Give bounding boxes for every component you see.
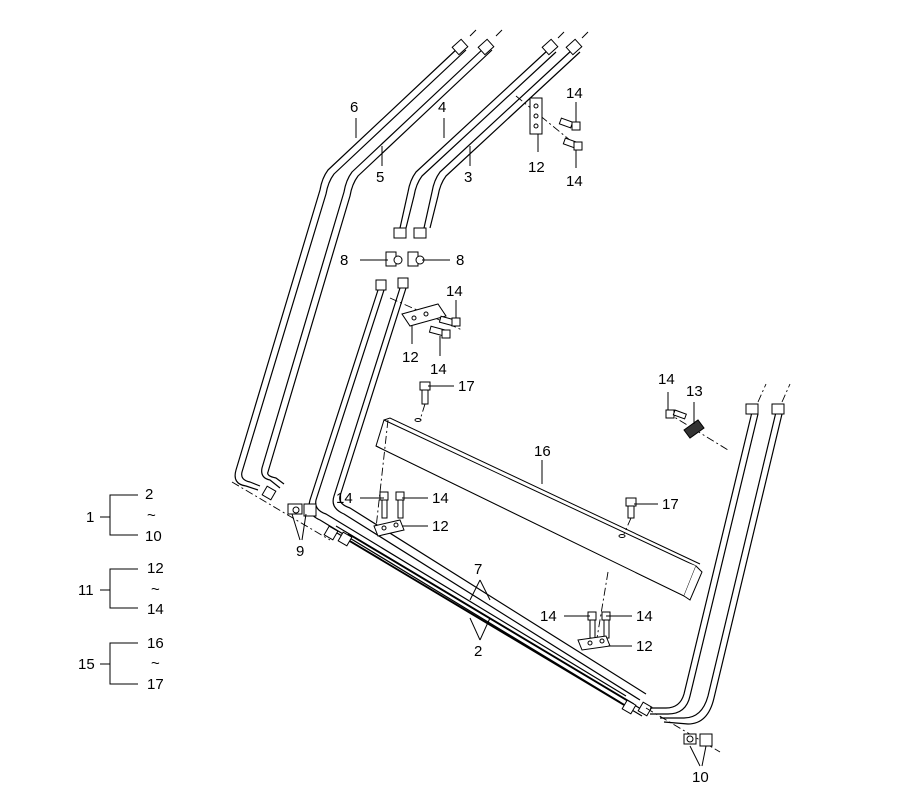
fittings-9: [231, 481, 331, 541]
callout-14-d: 14: [430, 361, 447, 378]
legend-tilde: ~: [151, 655, 160, 672]
callout-labels: 6 4 5 3 14 12 14 8 8 14 12 14 17 14 13 1…: [296, 85, 709, 786]
callout-12-d: 12: [636, 638, 653, 655]
clamp-13: [665, 409, 729, 451]
callout-13: 13: [686, 383, 703, 400]
callout-5: 5: [376, 169, 384, 186]
callout-14-e: 14: [658, 371, 675, 388]
clamp-12-lower-right: [577, 571, 611, 651]
callout-12-c: 12: [432, 518, 449, 535]
tube-pair-5-6: [234, 29, 503, 491]
channel-16: [375, 417, 703, 601]
legend-to: 14: [147, 601, 164, 618]
assembly-legend: 1 2 ~ 10 11 12 ~ 14 15 16 ~ 17: [78, 486, 164, 693]
callout-2: 2: [474, 643, 482, 660]
legend-from: 2: [145, 486, 153, 503]
legend-tilde: ~: [147, 507, 156, 524]
tube-pair-right: [650, 383, 791, 725]
legend-group-15: 15 16 ~ 17: [78, 635, 164, 693]
legend-to: 10: [145, 528, 162, 545]
callout-8-a: 8: [340, 252, 348, 269]
callout-14-f: 14: [336, 490, 353, 507]
legend-tilde: ~: [151, 581, 160, 598]
fittings-10: [645, 707, 721, 753]
legend-group-11: 11 12 ~ 14: [78, 560, 164, 618]
legend-parent: 15: [78, 656, 95, 673]
legend-from: 16: [147, 635, 164, 652]
legend-from: 12: [147, 560, 164, 577]
callout-14-a: 14: [566, 85, 583, 102]
clamp-12-top: [515, 95, 583, 151]
callout-6: 6: [350, 99, 358, 116]
callout-12-a: 12: [528, 159, 545, 176]
tube-pair-3-4: [393, 31, 589, 239]
callout-12-b: 12: [402, 349, 419, 366]
callout-3: 3: [464, 169, 472, 186]
tube-pair-lower: [308, 277, 647, 703]
bolt-17-right: [623, 497, 637, 535]
legend-parent: 1: [86, 509, 94, 526]
callout-9: 9: [296, 543, 304, 560]
callout-16: 16: [534, 443, 551, 460]
callout-4: 4: [438, 99, 446, 116]
callout-10: 10: [692, 769, 709, 786]
clamp-12-lower-left: [373, 419, 405, 537]
callout-14-i: 14: [636, 608, 653, 625]
callout-14-b: 14: [566, 173, 583, 190]
callout-7: 7: [474, 561, 482, 578]
tube-set-2-7: [323, 525, 653, 717]
fittings-8: [385, 251, 425, 267]
callout-17-a: 17: [458, 378, 475, 395]
bolt-17-top: [419, 381, 431, 421]
legend-group-1: 1 2 ~ 10: [86, 486, 162, 545]
leader-lines: [291, 102, 707, 767]
clamp-12-middle: [389, 297, 463, 339]
callout-14-g: 14: [432, 490, 449, 507]
callout-17-b: 17: [662, 496, 679, 513]
legend-parent: 11: [78, 582, 94, 599]
legend-to: 17: [147, 676, 164, 693]
callout-14-c: 14: [446, 283, 463, 300]
callout-14-h: 14: [540, 608, 557, 625]
callout-8-b: 8: [456, 252, 464, 269]
